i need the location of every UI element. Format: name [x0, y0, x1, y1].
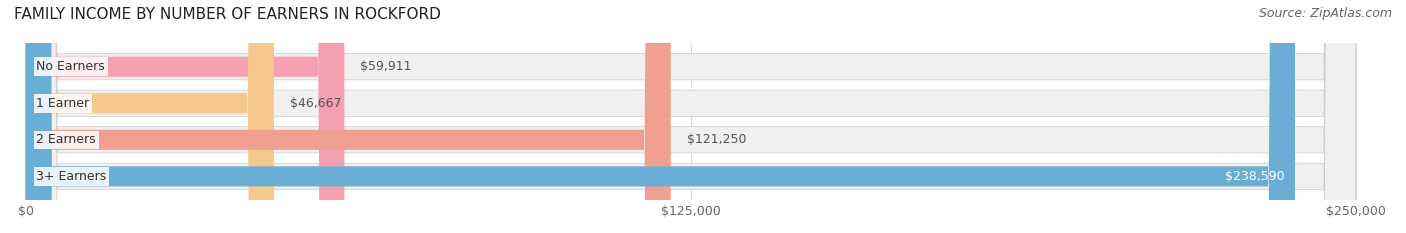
- Text: $121,250: $121,250: [686, 133, 747, 146]
- Text: Source: ZipAtlas.com: Source: ZipAtlas.com: [1258, 7, 1392, 20]
- FancyBboxPatch shape: [25, 0, 1295, 233]
- Text: 1 Earner: 1 Earner: [37, 97, 90, 110]
- Text: 3+ Earners: 3+ Earners: [37, 170, 107, 183]
- FancyBboxPatch shape: [25, 0, 1355, 233]
- Text: $238,590: $238,590: [1225, 170, 1284, 183]
- Text: $46,667: $46,667: [290, 97, 342, 110]
- FancyBboxPatch shape: [25, 0, 671, 233]
- FancyBboxPatch shape: [25, 0, 1355, 233]
- Text: No Earners: No Earners: [37, 60, 105, 73]
- FancyBboxPatch shape: [25, 0, 1355, 233]
- Text: 2 Earners: 2 Earners: [37, 133, 96, 146]
- Text: FAMILY INCOME BY NUMBER OF EARNERS IN ROCKFORD: FAMILY INCOME BY NUMBER OF EARNERS IN RO…: [14, 7, 441, 22]
- FancyBboxPatch shape: [25, 0, 344, 233]
- FancyBboxPatch shape: [25, 0, 1355, 233]
- FancyBboxPatch shape: [25, 0, 274, 233]
- Text: $59,911: $59,911: [360, 60, 412, 73]
